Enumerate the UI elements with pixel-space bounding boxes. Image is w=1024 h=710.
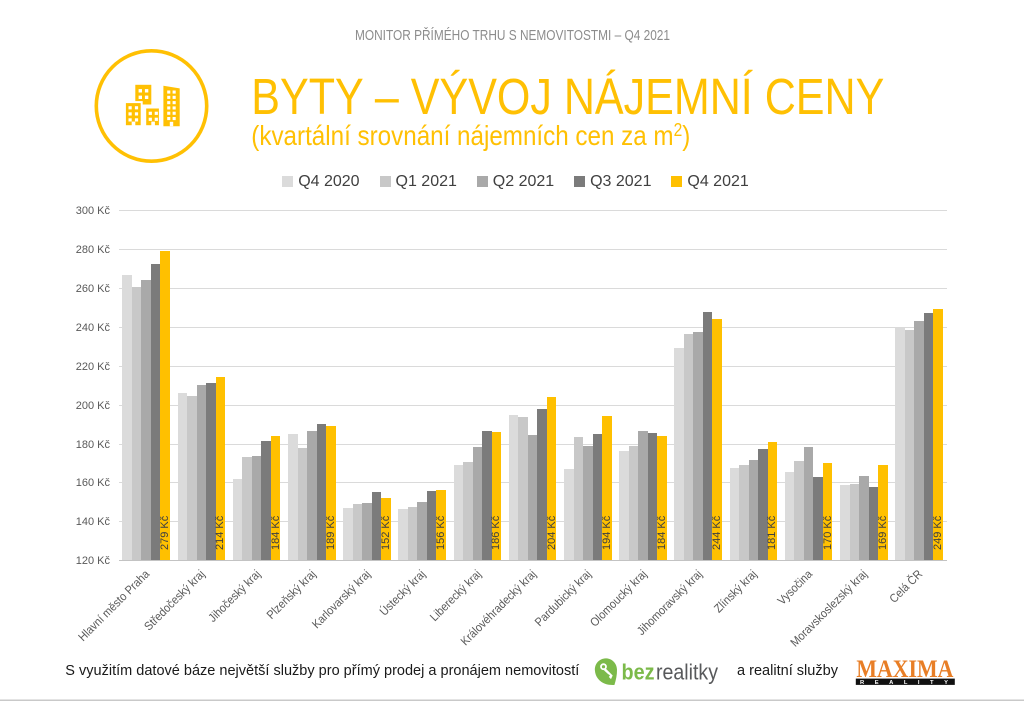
svg-text:MAXIMA: MAXIMA: [856, 654, 953, 683]
svg-text:a realitní služby: a realitní služby: [737, 663, 839, 679]
svg-text:MONITOR PŘÍMÉHO TRHU S NEMOVIT: MONITOR PŘÍMÉHO TRHU S NEMOVITOSTMI – Q4…: [355, 27, 670, 44]
svg-text:bez: bez: [622, 660, 655, 685]
svg-text:realitky: realitky: [656, 660, 718, 685]
svg-text:(kvartální srovnání nájemních: (kvartální srovnání nájemních cen za m2): [251, 120, 690, 151]
svg-text:REALITY: REALITY: [860, 680, 948, 686]
svg-text:S využitím datové báze největš: S využitím datové báze největší služby p…: [65, 663, 579, 679]
svg-text:BYTY – VÝVOJ NÁJEMNÍ CENY: BYTY – VÝVOJ NÁJEMNÍ CENY: [251, 68, 884, 125]
